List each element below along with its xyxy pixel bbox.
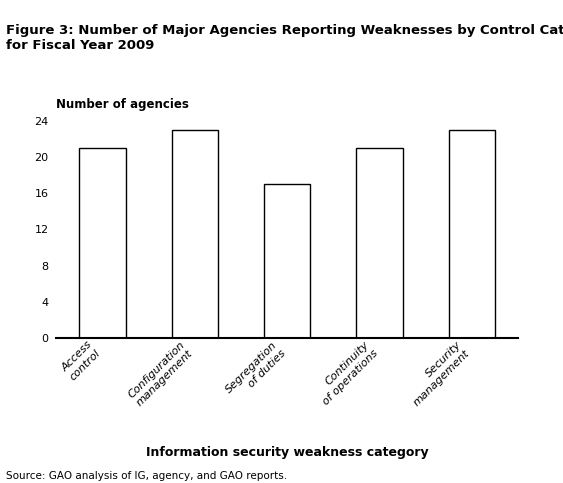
- Bar: [356, 148, 403, 338]
- Text: Number of agencies: Number of agencies: [56, 98, 189, 111]
- Text: Information security weakness category: Information security weakness category: [146, 446, 428, 459]
- Bar: [172, 130, 218, 338]
- Bar: [449, 130, 495, 338]
- Text: Figure 3: Number of Major Agencies Reporting Weaknesses by Control Category
for : Figure 3: Number of Major Agencies Repor…: [6, 24, 563, 52]
- Bar: [264, 184, 310, 338]
- Text: Source: GAO analysis of IG, agency, and GAO reports.: Source: GAO analysis of IG, agency, and …: [6, 470, 287, 481]
- Bar: [79, 148, 126, 338]
